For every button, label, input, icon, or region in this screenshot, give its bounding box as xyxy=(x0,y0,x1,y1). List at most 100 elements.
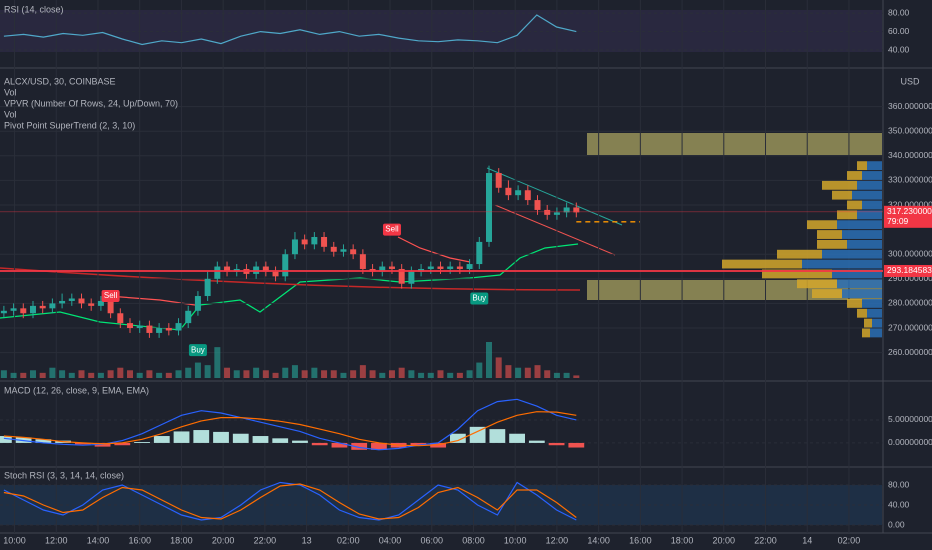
candle-body xyxy=(505,187,512,196)
vpvr-up xyxy=(832,269,882,279)
signal-label: Sell xyxy=(104,291,118,300)
vpvr-up xyxy=(862,298,882,308)
volume-bar xyxy=(573,375,580,378)
price-label-box xyxy=(884,264,932,277)
histogram-bar xyxy=(331,442,348,448)
volume-bar xyxy=(447,372,454,378)
candle-body xyxy=(437,266,444,269)
vpvr-up xyxy=(842,230,882,239)
volume-bar xyxy=(39,372,46,378)
volume-bar xyxy=(495,357,502,378)
histogram-bar xyxy=(449,433,466,443)
volume-bar xyxy=(262,370,269,378)
x-tick-label: 18:00 xyxy=(170,535,193,545)
histogram-bar xyxy=(173,431,190,443)
histogram-bar xyxy=(74,442,91,445)
vpvr-down xyxy=(777,249,822,259)
legend-entry: Pivot Point SuperTrend (2, 3, 10) xyxy=(4,120,135,130)
volume-bar xyxy=(253,367,260,378)
candle-body xyxy=(350,249,357,255)
y-tick-label: 0.00 xyxy=(888,519,905,529)
x-tick-label: 20:00 xyxy=(713,535,736,545)
vpvr-down xyxy=(832,190,852,200)
volume-bar xyxy=(49,367,56,378)
vpvr-down xyxy=(797,279,837,289)
x-tick-label: 14 xyxy=(802,535,812,545)
line xyxy=(3,14,577,46)
vpvr-up xyxy=(872,318,882,328)
vpvr-down xyxy=(837,210,857,220)
candle-body xyxy=(456,266,463,269)
signal-label: Buy xyxy=(191,345,205,354)
candle-body xyxy=(330,246,337,252)
vpvr-down xyxy=(822,180,857,190)
histogram-bar xyxy=(509,433,525,443)
volume-bar xyxy=(505,365,512,378)
volume-bar xyxy=(224,367,231,378)
signal-box xyxy=(470,292,489,305)
volume-bar xyxy=(544,370,551,378)
candle-body xyxy=(156,328,163,333)
volume-bar xyxy=(301,370,308,378)
candle-body xyxy=(321,236,328,247)
candle-body xyxy=(10,308,17,311)
candle-body xyxy=(408,271,415,284)
volume-bar xyxy=(282,367,289,378)
y-tick-label: 80.00 xyxy=(888,479,910,489)
signal-label: Buy xyxy=(472,294,486,303)
rsi-band xyxy=(0,10,882,52)
vpvr-down xyxy=(857,308,867,318)
volume-bar xyxy=(117,367,124,378)
volume-bar xyxy=(29,370,36,378)
histogram-bar xyxy=(0,436,12,443)
candle-body xyxy=(379,266,386,272)
vpvr-up xyxy=(867,308,882,318)
candle-body xyxy=(553,212,560,215)
vpvr-up xyxy=(837,279,882,289)
volume-bar xyxy=(563,372,570,378)
candle-body xyxy=(146,325,153,333)
candle-body xyxy=(117,313,124,324)
candle-body xyxy=(563,207,570,213)
supertrend-down xyxy=(397,236,471,263)
volume-bar xyxy=(165,372,172,378)
y-tick-label: 280.00000000 xyxy=(888,298,932,308)
y-tick-label: 360.00000000 xyxy=(888,101,932,111)
y-tick-label: 40.00 xyxy=(888,499,910,509)
candle-body xyxy=(165,328,172,331)
volume-bar xyxy=(350,370,357,378)
candle-body xyxy=(301,239,308,245)
line xyxy=(3,411,577,447)
volume-bar xyxy=(359,365,366,378)
signal-box xyxy=(382,223,401,236)
histogram-bar xyxy=(35,439,52,443)
volume-bar xyxy=(272,372,279,378)
pane-title: RSI (14, close) xyxy=(4,4,64,14)
y-tick-label: 260.00000000 xyxy=(888,347,932,357)
histogram-bar xyxy=(193,430,210,443)
candle-body xyxy=(524,190,531,201)
vpvr-down xyxy=(722,259,802,269)
vpvr-down xyxy=(817,230,842,239)
pane-title: MACD (12, 26, close, 9, EMA, EMA) xyxy=(4,385,149,395)
candle-body xyxy=(194,296,201,311)
x-tick-label: 04:00 xyxy=(379,535,402,545)
legend-entry: Vol xyxy=(4,87,17,97)
x-tick-label: 12:00 xyxy=(45,535,68,545)
histogram-bar xyxy=(272,438,289,443)
y-tick-label: 320.00000000 xyxy=(888,199,932,209)
vpvr-up xyxy=(847,239,882,249)
volume-bar xyxy=(20,372,27,378)
y-tick-label: 60.00 xyxy=(888,26,910,36)
volume-bar xyxy=(534,365,541,378)
volume-bar xyxy=(204,365,211,378)
pane-title: Stoch RSI (3, 3, 14, 14, close) xyxy=(4,470,124,480)
x-tick-label: 02:00 xyxy=(838,535,861,545)
candle-body xyxy=(49,303,56,309)
candle-body xyxy=(136,325,143,329)
vpvr-down xyxy=(807,220,837,230)
volume-bar xyxy=(291,365,298,378)
candle-body xyxy=(359,254,366,269)
histogram-bar xyxy=(489,429,506,443)
